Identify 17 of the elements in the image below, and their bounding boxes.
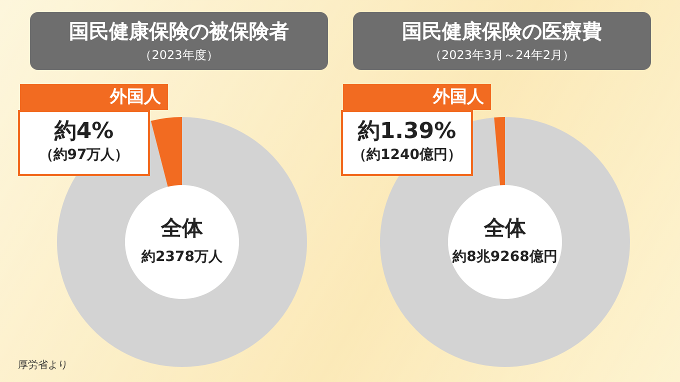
- text: 約8兆9268億円: [452, 248, 558, 265]
- text: （約97万人）: [38, 146, 130, 164]
- donut-slice: [494, 117, 505, 186]
- chart-subtitle: （2023年3月～24年2月）: [428, 47, 576, 64]
- chart-title: 国民健康保険の被保険者: [68, 18, 290, 45]
- text: 約4%: [53, 118, 115, 146]
- slice-label: 外国人: [109, 87, 162, 107]
- chart-title: 国民健康保険の医療費: [401, 18, 603, 45]
- text: 約2378万人: [140, 249, 224, 265]
- text: （約1240億円）: [352, 146, 462, 164]
- text: 全体: [160, 216, 204, 240]
- text: 厚労省より: [18, 358, 68, 372]
- text: 全体: [483, 216, 527, 240]
- chart-subtitle: （2023年度）: [138, 47, 220, 64]
- text: 約1.39%: [356, 118, 458, 146]
- donut-slice: [380, 117, 630, 367]
- slice-label: 外国人: [432, 87, 485, 107]
